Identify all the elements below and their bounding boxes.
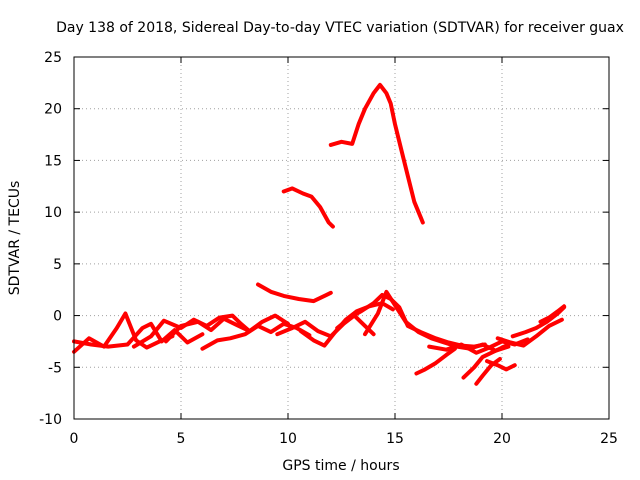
series-line-sat-l (363, 289, 511, 353)
x-tick-label: 25 (600, 431, 618, 447)
series-line-sat-r (495, 317, 564, 348)
y-tick-label: -5 (48, 360, 62, 376)
y-axis: -10 -5 0 5 10 15 20 25 (39, 50, 609, 428)
x-tick-label: 10 (279, 431, 297, 447)
series-layer (72, 82, 567, 386)
series-line-sat-b (281, 186, 335, 229)
x-tick-label: 20 (493, 431, 511, 447)
x-tick-label: 5 (177, 431, 186, 447)
chart-title: Day 138 of 2018, Sidereal Day-to-day VTE… (56, 20, 624, 36)
series-line-sat-d (72, 311, 175, 354)
y-tick-label: 0 (53, 309, 62, 325)
x-tick-label: 0 (70, 431, 79, 447)
y-tick-label: 15 (44, 153, 62, 169)
plot-frame (73, 56, 610, 420)
series-line-sat-q (485, 359, 517, 372)
series-line-sat-a (328, 82, 425, 225)
series-line-sat-p (474, 357, 502, 386)
series-line-sat-e (72, 321, 205, 349)
y-tick-label: 10 (44, 205, 62, 221)
series-line-sat-t (538, 304, 567, 324)
series-line-sat-g (164, 313, 290, 344)
y-tick-label: 25 (44, 50, 62, 66)
y-tick-label: 5 (53, 257, 62, 273)
x-axis-label: GPS time / hours (282, 458, 399, 474)
series-line-sat-c (256, 282, 333, 304)
series-line-sat-o (461, 342, 511, 380)
y-tick-label: 20 (44, 102, 62, 118)
x-tick-label: 15 (386, 431, 404, 447)
x-axis: 0 5 10 15 20 25 (70, 57, 618, 447)
y-axis-label: SDTVAR / TECUs (7, 181, 23, 296)
y-tick-label: -10 (39, 412, 62, 428)
series-line-sat-m (414, 346, 457, 376)
